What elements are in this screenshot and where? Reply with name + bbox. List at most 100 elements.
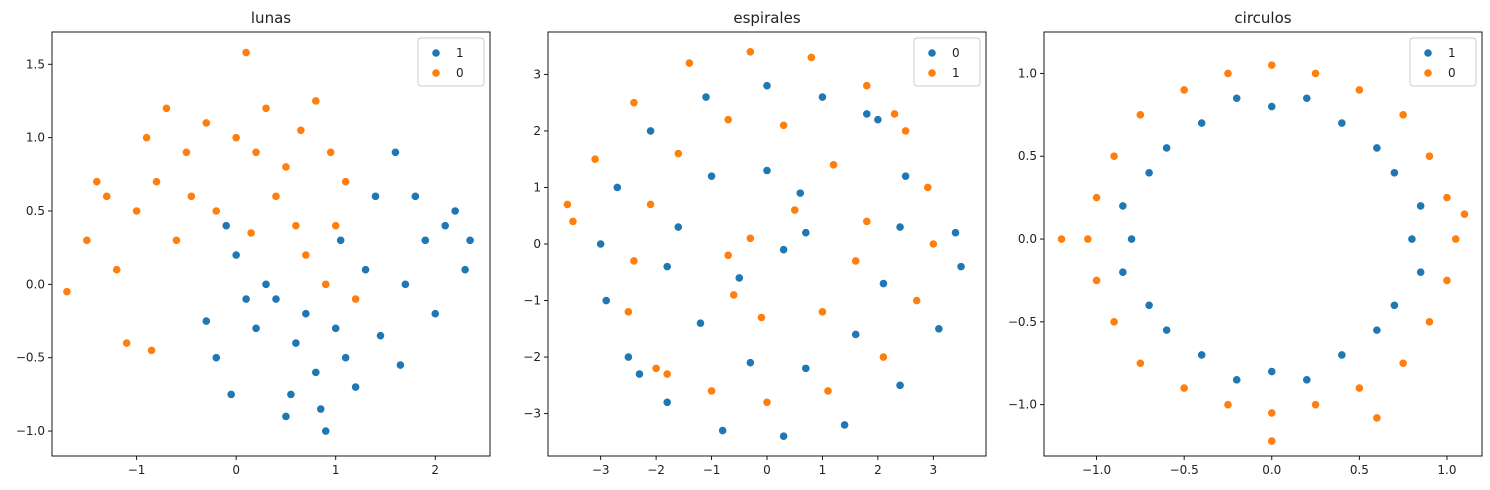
- y-tick-label: 0.5: [26, 204, 45, 218]
- x-tick-label: −3: [592, 463, 610, 477]
- data-point: [186, 191, 196, 201]
- chart-title: espirales: [733, 9, 800, 27]
- data-point: [1389, 168, 1400, 178]
- legend: 01: [913, 37, 981, 87]
- data-point: [1442, 275, 1452, 286]
- data-point: [1118, 267, 1128, 277]
- data-point: [1267, 408, 1277, 418]
- data-point: [1232, 375, 1242, 385]
- data-point: [873, 115, 883, 125]
- data-point: [779, 245, 789, 255]
- data-point: [146, 345, 157, 355]
- data-point: [779, 120, 789, 130]
- chart-title: circulos: [1234, 9, 1291, 27]
- data-point: [301, 250, 311, 260]
- data-point: [321, 279, 331, 289]
- x-tick-label: 0: [232, 463, 240, 477]
- y-tick-label: −3: [523, 407, 541, 421]
- data-point: [375, 331, 386, 341]
- data-point: [790, 205, 800, 215]
- data-point: [817, 307, 828, 317]
- data-point: [261, 279, 271, 289]
- data-point: [291, 221, 301, 231]
- data-point: [612, 182, 622, 193]
- y-tick-label: −0.5: [1008, 315, 1037, 329]
- data-point: [596, 239, 606, 249]
- data-point: [912, 295, 922, 306]
- data-point: [1179, 383, 1189, 393]
- data-point: [1267, 436, 1277, 446]
- data-point: [823, 386, 833, 396]
- legend-marker: [927, 48, 937, 58]
- y-tick-label: 1: [533, 180, 541, 194]
- data-point: [723, 250, 733, 260]
- data-point: [1337, 118, 1347, 128]
- data-point: [62, 287, 72, 297]
- data-point: [430, 309, 440, 319]
- data-point: [1302, 93, 1312, 103]
- legend: 10: [1409, 37, 1477, 87]
- data-point: [241, 294, 251, 304]
- data-point: [840, 420, 850, 430]
- x-tick-label: −1.0: [1082, 463, 1111, 477]
- data-point: [360, 265, 371, 275]
- legend-marker: [431, 48, 441, 58]
- data-point: [331, 221, 341, 231]
- data-point: [1091, 193, 1102, 203]
- x-tick-label: 3: [930, 463, 938, 477]
- data-point: [950, 228, 961, 238]
- legend-label: 1: [1448, 46, 1456, 60]
- data-point: [1354, 383, 1364, 393]
- data-point: [341, 177, 351, 187]
- data-point: [629, 98, 639, 108]
- data-point: [762, 81, 772, 91]
- data-point: [889, 109, 900, 119]
- data-point: [762, 397, 772, 407]
- x-tick-label: 0.5: [1350, 463, 1369, 477]
- data-point: [662, 262, 672, 272]
- data-point: [645, 126, 656, 136]
- data-point: [701, 92, 711, 102]
- legend-box: [913, 37, 981, 87]
- data-point: [1109, 151, 1119, 161]
- data-point: [662, 369, 672, 379]
- data-point: [779, 431, 789, 441]
- data-point: [817, 92, 828, 102]
- data-point: [341, 353, 351, 363]
- data-point: [465, 235, 475, 245]
- y-tick-label: 1.5: [26, 57, 45, 71]
- data-point: [1109, 317, 1119, 327]
- data-point: [1398, 110, 1408, 120]
- data-point: [226, 389, 236, 399]
- data-point: [281, 411, 291, 421]
- subplot-circulos: circulos −1.0 −0.5 0.0 0.5 1.0 −1.0 −0.5 0.0 0.5 1…: [1008, 9, 1483, 477]
- data-point: [806, 52, 816, 63]
- data-point: [181, 147, 191, 157]
- data-point: [336, 235, 346, 245]
- data-point: [1162, 325, 1172, 335]
- data-point: [410, 191, 420, 201]
- data-point: [1416, 201, 1426, 211]
- data-point: [1118, 201, 1128, 211]
- data-point: [311, 96, 321, 106]
- data-point: [601, 295, 611, 306]
- data-point: [450, 206, 460, 216]
- data-point: [1372, 143, 1382, 153]
- legend-marker: [431, 68, 441, 78]
- data-point: [1451, 234, 1461, 244]
- data-point: [1372, 413, 1382, 423]
- data-point: [878, 352, 889, 362]
- x-tick-label: 1: [332, 463, 340, 477]
- data-point: [673, 148, 683, 159]
- data-point: [351, 382, 361, 392]
- data-point: [1197, 118, 1207, 128]
- data-point: [895, 222, 905, 232]
- data-point: [901, 171, 911, 181]
- data-point: [122, 338, 132, 348]
- data-point: [718, 425, 728, 436]
- data-point: [1398, 358, 1408, 368]
- data-point: [211, 353, 221, 363]
- data-point: [460, 265, 470, 275]
